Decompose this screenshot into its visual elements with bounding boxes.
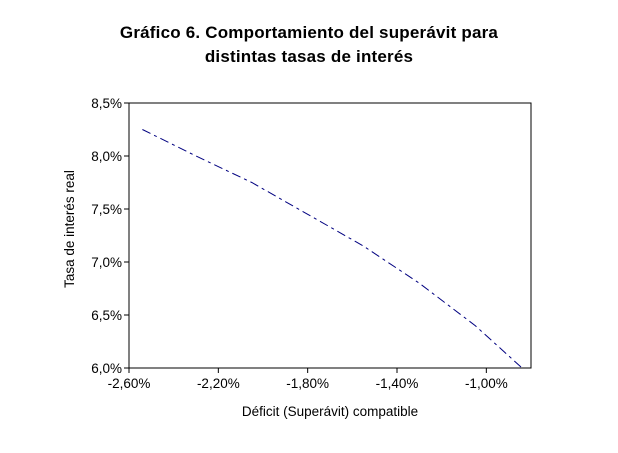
y-tick-label: 8,0% — [91, 149, 122, 164]
y-tick-label: 7,0% — [91, 255, 122, 270]
series-line — [142, 129, 523, 369]
x-axis: -2,60% -2,20% -1,80% -1,40% -1,00% — [108, 368, 508, 391]
y-axis-label: Tasa de interés real — [62, 170, 77, 288]
y-tick-label: 7,5% — [91, 202, 122, 217]
series-group — [142, 129, 523, 369]
x-tick-label: -2,20% — [197, 376, 240, 391]
y-tick-label: 6,5% — [91, 308, 122, 323]
x-axis-label: Déficit (Superávit) compatible — [242, 404, 418, 419]
x-tick-label: -2,60% — [108, 376, 151, 391]
chart-title-line-1: Gráfico 6. Comportamiento del superávit … — [119, 23, 499, 42]
plot-area-frame — [128, 102, 532, 369]
y-tick-label: 8,5% — [91, 96, 122, 111]
x-tick-label: -1,40% — [376, 376, 419, 391]
y-tick-label: 6,0% — [91, 361, 122, 376]
chart-title-line-2: distintas tasas de interés — [204, 47, 414, 66]
x-tick-label: -1,00% — [465, 376, 508, 391]
y-axis: 6,0% 6,5% 7,0% 7,5% 8,0% 8,5% — [91, 96, 129, 376]
x-tick-label: -1,80% — [286, 376, 329, 391]
